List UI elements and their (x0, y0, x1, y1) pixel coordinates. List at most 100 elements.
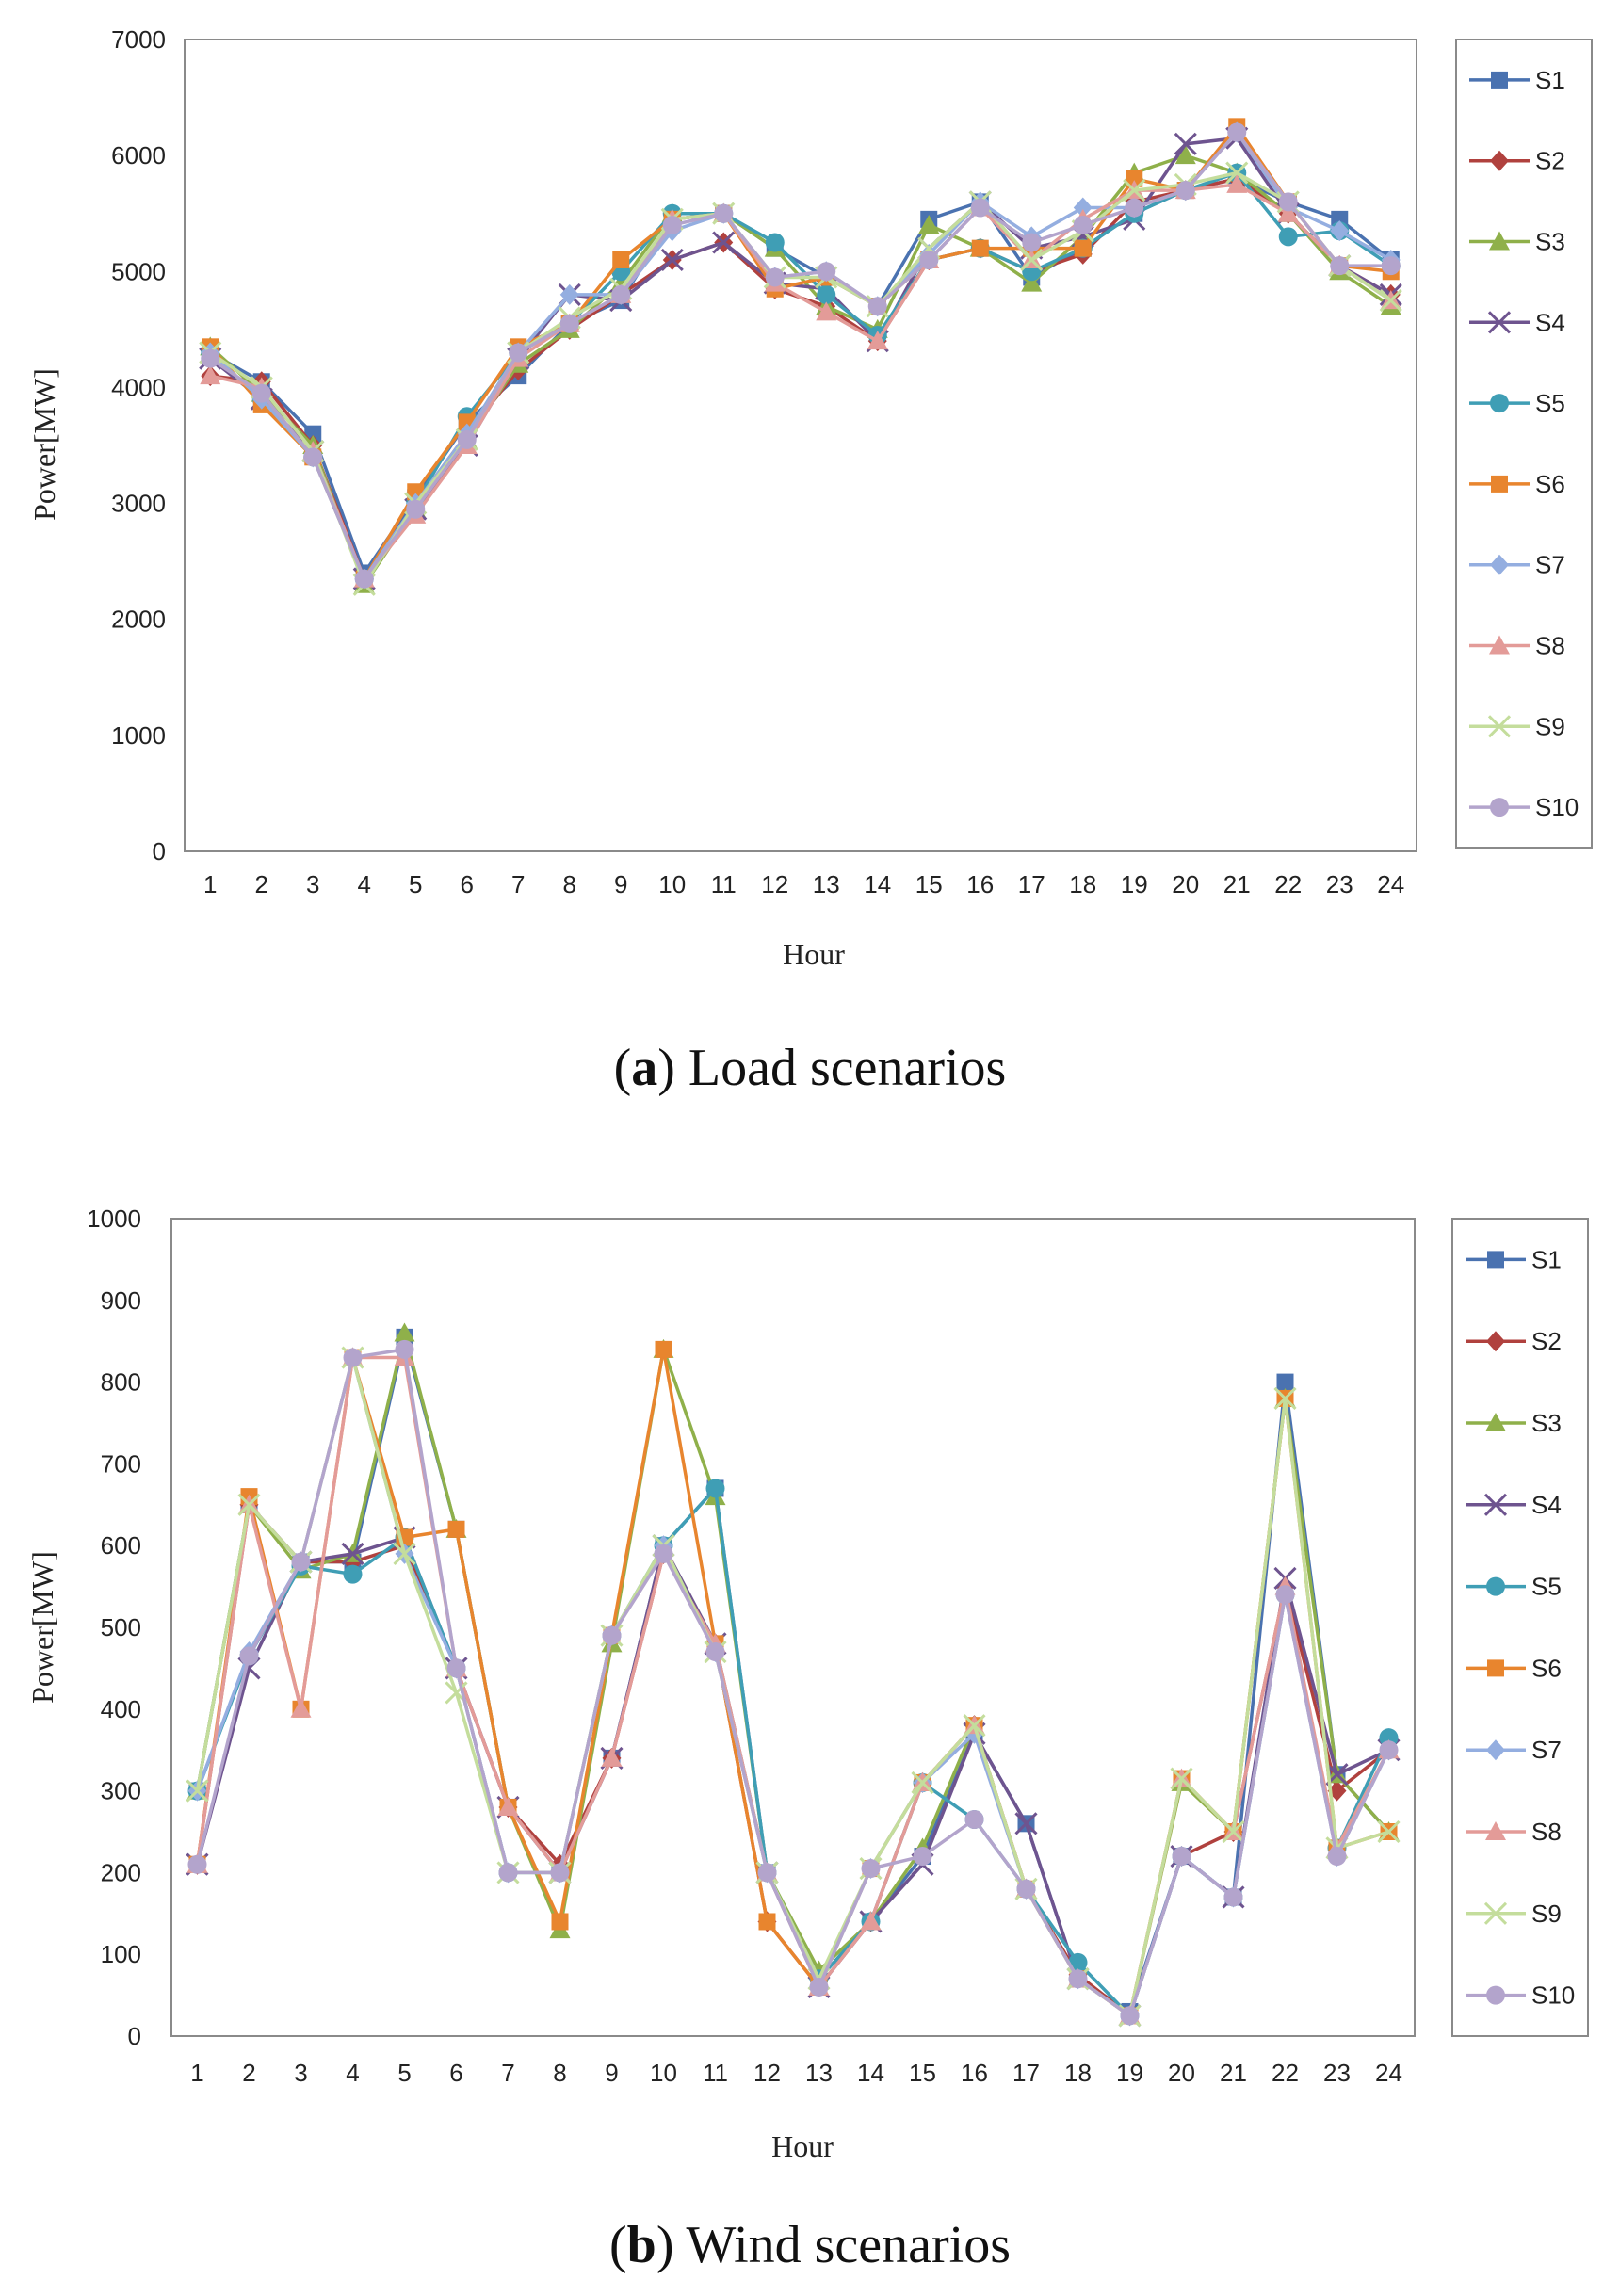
wind-xtick-label: 11 (703, 2059, 728, 2087)
wind-ytick-label: 1000 (87, 1205, 141, 1233)
wind-point-S9 (186, 1779, 209, 1803)
wind-xtick-label: 22 (1272, 2059, 1299, 2087)
wind-point-S4 (1014, 1812, 1038, 1835)
load-legend-marker-S9 (1487, 715, 1512, 738)
wind-plot-area (170, 1218, 1416, 2037)
load-xtick-label: 3 (306, 870, 319, 898)
wind-point-S10 (343, 1348, 363, 1367)
wind-xtick-label: 20 (1168, 2059, 1195, 2087)
caption-wind-text: ) Wind scenarios (656, 2216, 1011, 2274)
load-legend (1455, 39, 1593, 849)
wind-point-S6 (447, 1520, 465, 1538)
load-xtick-label: 16 (966, 870, 994, 898)
wind-point-S10 (654, 1544, 673, 1563)
wind-legend-marker-S1 (1487, 1251, 1504, 1269)
wind-ytick-label: 700 (101, 1449, 141, 1478)
load-ytick-label: 2000 (111, 606, 166, 634)
wind-point-S10 (913, 1847, 932, 1867)
load-ytick-label: 1000 (111, 721, 166, 750)
wind-ytick-label: 400 (101, 1695, 141, 1723)
wind-xtick-label: 16 (961, 2059, 988, 2087)
wind-point-S10 (550, 1863, 570, 1883)
load-point-S3 (918, 215, 940, 234)
load-point-S6 (612, 251, 630, 268)
load-xtick-label: 20 (1172, 870, 1199, 898)
load-legend-marker-S5 (1490, 394, 1509, 413)
wind-legend-label-S9: S9 (1531, 1900, 1562, 1928)
load-point-S6 (1074, 239, 1092, 257)
wind-point-S9 (1273, 1386, 1297, 1411)
load-legend-marker-S6 (1491, 475, 1508, 493)
load-legend-label-S10: S10 (1535, 793, 1579, 821)
wind-point-S5 (1068, 1952, 1088, 1972)
load-point-S10 (1175, 181, 1195, 201)
wind-legend-marker-S10 (1486, 1985, 1505, 2005)
load-xtick-label: 23 (1326, 870, 1353, 898)
load-point-S10 (1073, 216, 1093, 235)
load-xtick-label: 17 (1018, 870, 1045, 898)
wind-ytick-label: 0 (128, 2022, 141, 2050)
wind-xtick-label: 3 (294, 2059, 307, 2087)
caption-load-text: ) Load scenarios (657, 1039, 1006, 1097)
load-point-S9 (1225, 161, 1249, 185)
load-point-S10 (714, 203, 734, 223)
wind-xtick-label: 23 (1323, 2059, 1351, 2087)
wind-point-S8 (290, 1698, 312, 1718)
caption-wind-letter: b (627, 2216, 656, 2274)
load-legend-label-S2: S2 (1535, 147, 1565, 175)
wind-xtick-label: 19 (1116, 2059, 1143, 2087)
wind-point-S5 (705, 1479, 725, 1498)
load-point-S10 (303, 447, 323, 467)
wind-legend-marker-S9 (1483, 1901, 1508, 1925)
load-point-S10 (919, 250, 939, 269)
wind-point-S10 (809, 1977, 829, 1997)
wind-legend-marker-S6 (1487, 1659, 1504, 1677)
wind-xtick-label: 14 (857, 2059, 884, 2087)
load-point-S9 (1123, 179, 1146, 202)
load-xtick-label: 2 (255, 870, 268, 898)
load-legend-marker-S7 (1490, 554, 1509, 575)
wind-legend-label-S4: S4 (1531, 1491, 1562, 1519)
wind-xtick-label: 5 (397, 2059, 411, 2087)
wind-xtick-label: 15 (909, 2059, 936, 2087)
load-ytick-label: 6000 (111, 141, 166, 170)
load-legend-label-S3: S3 (1535, 228, 1565, 256)
load-point-S10 (1278, 192, 1298, 212)
wind-point-S10 (1172, 1847, 1191, 1867)
load-xtick-label: 1 (203, 870, 217, 898)
load-ytick-label: 0 (153, 837, 166, 865)
wind-xtick-label: 8 (553, 2059, 566, 2087)
wind-legend-marker-S2 (1486, 1331, 1505, 1352)
wind-point-S10 (1068, 1969, 1088, 1989)
wind-xtick-label: 4 (346, 2059, 359, 2087)
load-legend-marker-S3 (1489, 231, 1510, 251)
load-point-S10 (251, 383, 271, 403)
load-xtick-label: 11 (711, 870, 737, 898)
wind-point-S6 (551, 1913, 569, 1931)
load-legend-marker-S8 (1489, 635, 1510, 655)
load-point-S7 (1073, 197, 1093, 218)
load-legend-label-S9: S9 (1535, 712, 1565, 740)
wind-point-S10 (1327, 1847, 1347, 1867)
wind-point-S10 (1379, 1740, 1399, 1760)
wind-xtick-label: 10 (650, 2059, 677, 2087)
load-point-S3 (1021, 272, 1043, 292)
wind-xtick-label: 9 (605, 2059, 618, 2087)
load-point-S10 (201, 348, 220, 368)
load-point-S10 (1381, 256, 1401, 276)
load-xtick-label: 14 (864, 870, 891, 898)
load-point-S4 (660, 248, 684, 272)
wind-legend-label-S1: S1 (1531, 1245, 1562, 1273)
load-point-S3 (1174, 145, 1196, 165)
load-point-S6 (1126, 170, 1143, 187)
load-point-S9 (1020, 248, 1044, 272)
wind-point-S10 (187, 1854, 207, 1874)
wind-point-S9 (237, 1493, 261, 1516)
wind-ytick-label: 900 (101, 1286, 141, 1315)
wind-point-S4 (341, 1542, 364, 1565)
load-xtick-label: 10 (658, 870, 686, 898)
load-point-S10 (867, 297, 887, 316)
load-xtick-label: 24 (1377, 870, 1404, 898)
load-point-S6 (971, 239, 989, 257)
